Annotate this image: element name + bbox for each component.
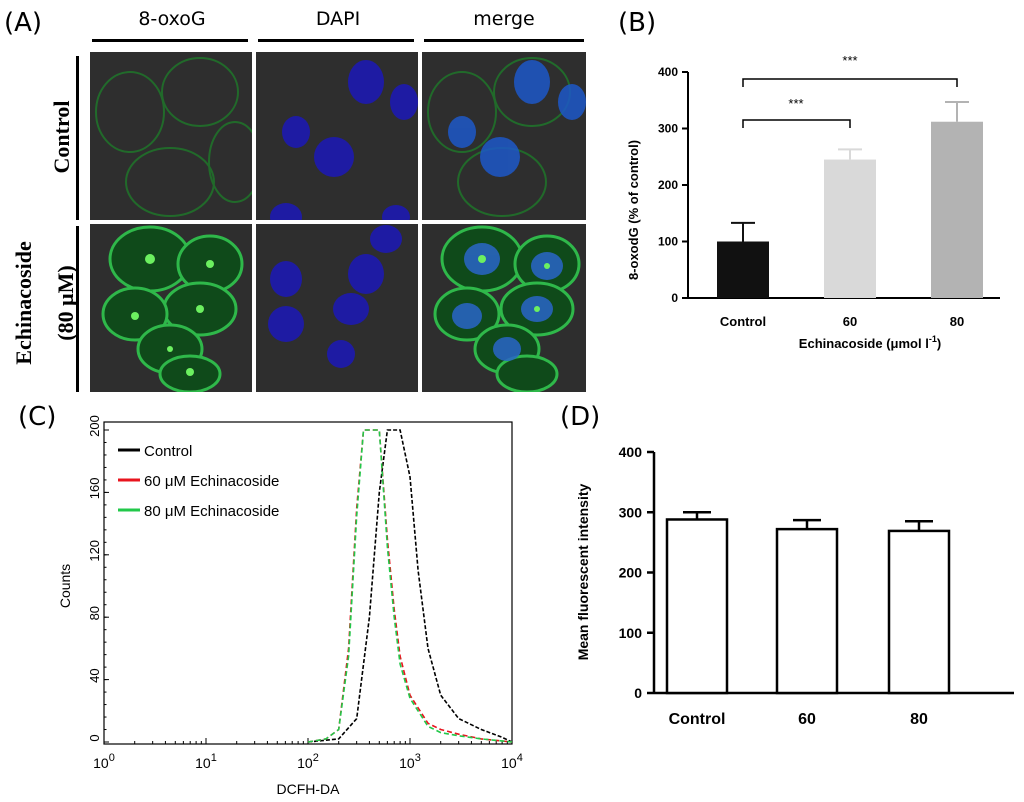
chart-d-bar bbox=[665, 518, 729, 695]
chart-b-ylabel: 8-oxodG (% of control) bbox=[626, 140, 641, 280]
chart-c-legend-label: Control bbox=[144, 443, 192, 460]
panel-b-label: (B) bbox=[618, 8, 657, 38]
chart-c-xtick-label: 103 bbox=[399, 752, 421, 771]
chart-d-ytick-label: 200 bbox=[619, 565, 643, 581]
column-header-merge: merge bbox=[473, 8, 535, 30]
chart-d-xtick-label: Control bbox=[669, 711, 726, 728]
column-bar-merge bbox=[424, 39, 584, 42]
column-header-8-oxog: 8-oxoG bbox=[138, 8, 206, 30]
micrograph-echinacoside-merge bbox=[422, 224, 586, 392]
chart-d-ytick-label: 0 bbox=[634, 685, 642, 701]
chart-d-ytick-label: 400 bbox=[619, 444, 643, 460]
panel-c-label: (C) bbox=[18, 402, 57, 432]
row-label-echinacoside: Echinacoside bbox=[11, 241, 36, 365]
row-label-echinacoside-dose: (80 μM) bbox=[53, 265, 78, 341]
row-label-control: Control bbox=[49, 100, 74, 174]
chart-c-ylabel: Counts bbox=[57, 564, 73, 608]
chart-b-significance-label: *** bbox=[842, 53, 857, 68]
micrograph-control-dapi bbox=[256, 52, 418, 220]
chart-b-xtick-label: 80 bbox=[950, 314, 964, 329]
chart-d-svg: Mean fluorescent intensity 0 100 200 300 400… bbox=[575, 444, 1014, 728]
chart-d-ylabel: Mean fluorescent intensity bbox=[575, 483, 591, 660]
chart-b-significance-bracket bbox=[742, 78, 958, 87]
chart-d-bar bbox=[887, 529, 951, 695]
chart-c-xtick-label: 100 bbox=[93, 752, 115, 771]
chart-b-ytick-label: 400 bbox=[658, 65, 678, 79]
micrograph-echinacoside-dapi bbox=[256, 224, 418, 392]
chart-c-xlabel: DCFH-DA bbox=[277, 781, 341, 797]
chart-d-ytick-label: 300 bbox=[619, 504, 643, 520]
chart-c-legend-label: 60 μM Echinacoside bbox=[144, 473, 279, 490]
chart-c-series-line bbox=[307, 429, 513, 743]
chart-d-bar bbox=[775, 527, 839, 695]
chart-b-bar bbox=[931, 121, 983, 298]
chart-c-ytick-label: 200 bbox=[87, 415, 102, 437]
chart-b-svg: 8-oxodG (% of control) 0 100 200 300 400 Con… bbox=[626, 53, 1000, 351]
chart-b-xtick-label: 60 bbox=[843, 314, 857, 329]
chart-c-ytick-label: 160 bbox=[87, 478, 102, 500]
chart-b-xlabel: Echinacoside (μmol l-1) bbox=[799, 334, 941, 351]
row-bar-echinacoside bbox=[76, 226, 79, 392]
chart-c-xtick-label: 104 bbox=[501, 752, 523, 771]
chart-d-ytick-label: 100 bbox=[619, 625, 643, 641]
chart-b-ytick-label: 300 bbox=[658, 122, 678, 136]
chart-b-ytick-label: 200 bbox=[658, 178, 678, 192]
chart-b-xtick-label: Control bbox=[720, 314, 766, 329]
chart-d-xtick-label: 80 bbox=[910, 711, 928, 728]
row-bar-control bbox=[76, 56, 79, 220]
chart-c-ytick-label: 120 bbox=[87, 540, 102, 562]
chart-b-ytick-label: 100 bbox=[658, 235, 678, 249]
chart-b-bar bbox=[824, 159, 876, 298]
column-bar-dapi bbox=[258, 39, 414, 42]
column-bar-8-oxog bbox=[92, 39, 248, 42]
panel-d-label: (D) bbox=[560, 402, 601, 432]
chart-c-xtick-label: 102 bbox=[297, 752, 319, 771]
chart-c-frame bbox=[103, 421, 513, 745]
chart-b-significance-bracket bbox=[742, 119, 851, 128]
column-header-dapi: DAPI bbox=[315, 8, 361, 30]
chart-b-bar bbox=[717, 241, 769, 298]
chart-c-xtick-label: 101 bbox=[195, 752, 217, 771]
chart-d-xtick-label: 60 bbox=[798, 711, 816, 728]
chart-b-ytick-label: 0 bbox=[671, 291, 678, 305]
chart-c-series-line bbox=[307, 429, 513, 743]
chart-b-significance-label: *** bbox=[788, 96, 803, 111]
panel-a-label: (A) bbox=[4, 8, 43, 38]
micrograph-echinacoside-8-oxog bbox=[90, 224, 252, 392]
chart-c-legend-label: 80 μM Echinacoside bbox=[144, 503, 279, 520]
chart-c-ytick-label: 0 bbox=[87, 734, 102, 741]
micrograph-control-8-oxog bbox=[90, 52, 252, 220]
chart-c-svg: Counts DCFH-DA 0 40 80 120 160 200 100 101 102 10… bbox=[57, 415, 523, 797]
chart-c-ytick-label: 40 bbox=[87, 668, 102, 682]
chart-c-ytick-label: 80 bbox=[87, 606, 102, 620]
micrograph-control-merge bbox=[422, 52, 586, 220]
